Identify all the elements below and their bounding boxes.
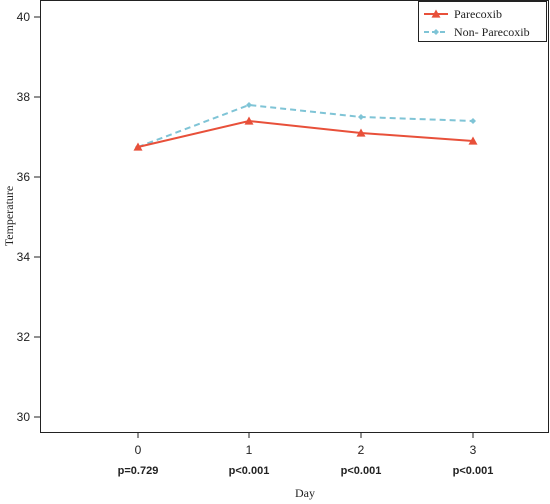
y-axis-title: Temperature [2, 186, 16, 246]
x-tick-label: 2 [358, 443, 365, 457]
p-value-label: p<0.001 [453, 465, 494, 477]
data-point [246, 102, 252, 108]
data-point [470, 118, 476, 124]
p-value-label: p<0.001 [341, 465, 382, 477]
p-value-label: p=0.729 [118, 465, 159, 477]
plot-frame [40, 0, 549, 433]
series-line [137, 119, 474, 148]
legend-label: Non- Parecoxib [454, 25, 530, 39]
y-tick-label: 36 [17, 170, 31, 184]
series-non-parecoxib [135, 102, 476, 150]
p-value-label: p<0.001 [229, 465, 270, 477]
data-point [358, 114, 364, 120]
x-axis: 0 p=0.729 1 p<0.001 2 p<0.001 3 p<0.001 [118, 432, 494, 477]
x-tick-label: 1 [246, 443, 253, 457]
legend-label: Parecoxib [454, 7, 502, 21]
data-point [468, 136, 478, 145]
y-tick-label: 40 [17, 10, 31, 24]
y-axis: 30 32 34 36 38 40 [17, 10, 40, 424]
y-tick-label: 38 [17, 90, 31, 104]
data-point [133, 142, 143, 151]
series-parecoxib [133, 116, 478, 151]
data-point [244, 116, 254, 125]
data-point [356, 128, 366, 137]
legend: Parecoxib Non- Parecoxib [418, 1, 547, 42]
y-tick-label: 32 [17, 330, 31, 344]
y-tick-label: 34 [17, 250, 31, 264]
legend-marker [431, 9, 441, 18]
legend-box [418, 1, 547, 42]
y-tick-label: 30 [17, 410, 31, 424]
series-line [137, 103, 474, 148]
legend-marker [433, 29, 439, 35]
x-axis-title: Day [295, 486, 315, 500]
x-tick-label: 0 [135, 443, 142, 457]
series-layer [133, 102, 478, 151]
x-tick-label: 3 [470, 443, 477, 457]
